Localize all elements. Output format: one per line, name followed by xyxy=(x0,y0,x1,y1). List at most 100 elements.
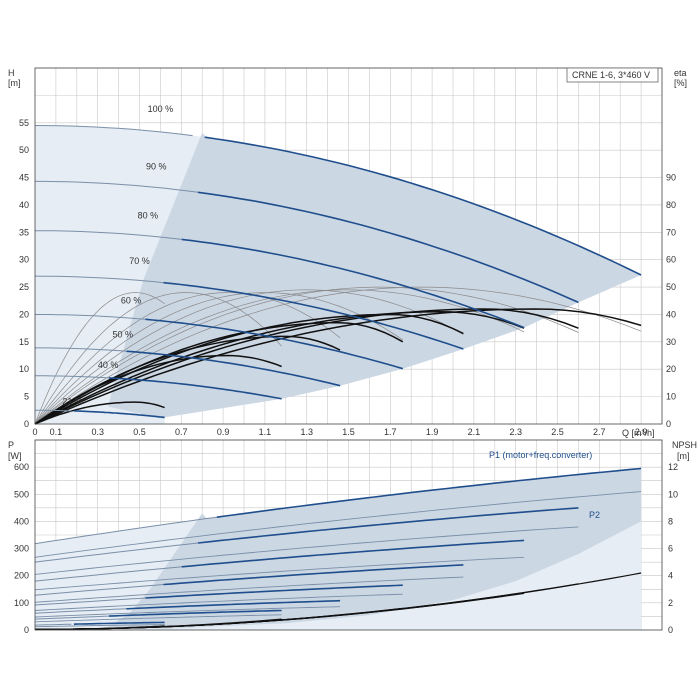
p1-curve xyxy=(145,584,403,599)
npsh-tick-label: 12 xyxy=(668,462,678,472)
p2-curve xyxy=(34,606,341,618)
p2-curve xyxy=(34,576,464,603)
p1-curve-light xyxy=(34,615,110,620)
system-efficiency-curve xyxy=(34,308,642,425)
npsh-tick-label: 4 xyxy=(668,571,673,581)
power-axis-label: P xyxy=(8,440,14,450)
head-curve-label: 60 % xyxy=(121,296,142,306)
p2-curve xyxy=(34,526,579,575)
head-curve xyxy=(197,191,579,304)
power-tick-label: 600 xyxy=(14,462,29,472)
head-curve-light xyxy=(35,375,110,379)
npsh-axis-label: NPSH xyxy=(672,440,697,450)
efficiency-curve xyxy=(34,292,165,425)
eta-tick-label: 10 xyxy=(666,392,676,402)
x-tick-label: 2.1 xyxy=(468,427,481,437)
p2-label: P2 xyxy=(589,510,600,520)
eta-tick-label: 60 xyxy=(666,255,676,265)
p1-curve-light xyxy=(34,566,182,582)
chart-title: CRNE 1-6, 3*460 V xyxy=(572,70,650,80)
head-tick-label: 10 xyxy=(19,364,29,374)
head-curve-light xyxy=(34,125,193,137)
x-tick-label: 1.3 xyxy=(300,427,313,437)
head-curve-light xyxy=(35,409,72,412)
head-tick-label: 5 xyxy=(24,392,29,402)
system-efficiency-curve xyxy=(34,354,282,425)
head-curve xyxy=(145,318,404,370)
npsh-curve xyxy=(35,625,165,630)
head-curve-label: 100 % xyxy=(148,104,174,114)
x-tick-label: 1.5 xyxy=(342,427,355,437)
eta-tick-label: 90 xyxy=(666,173,676,183)
head-curve xyxy=(204,136,642,276)
x-tick-label: 2.7 xyxy=(593,427,606,437)
head-curve xyxy=(108,377,282,400)
eta-axis-label: eta xyxy=(674,68,687,78)
eta-tick-label: 80 xyxy=(666,200,676,210)
operating-range-dark xyxy=(108,132,642,420)
npsh-tick-label: 8 xyxy=(668,516,673,526)
head-tick-label: 45 xyxy=(19,173,29,183)
x-tick-label: 0 xyxy=(32,427,37,437)
x-tick-label: 1.7 xyxy=(384,427,397,437)
head-curve-light xyxy=(34,275,164,284)
p1-curve-light xyxy=(34,516,217,545)
x-axis-label: Q [m³/h] xyxy=(622,428,655,438)
efficiency-curve xyxy=(34,286,579,425)
efficiency-curve xyxy=(34,292,282,425)
head-tick-label: 50 xyxy=(19,145,29,155)
power-tick-label: 100 xyxy=(14,598,29,608)
x-tick-label: 1.1 xyxy=(259,427,272,437)
p2-curve xyxy=(34,614,282,623)
p1-curve xyxy=(73,621,165,625)
head-curve-label: 50 % xyxy=(113,329,134,339)
head-curve xyxy=(73,410,165,419)
power-chart-panel: 0 100 200 300 400 500 600 0 2 4 6 8 10 12 xyxy=(14,439,678,635)
eta-tick-label: 70 xyxy=(666,227,676,237)
eta-tick-label: 20 xyxy=(666,364,676,374)
eta-tick-label: 50 xyxy=(666,282,676,292)
p2-curve xyxy=(34,491,642,558)
head-curve-label: 70 % xyxy=(129,256,150,266)
head-tick-label: 30 xyxy=(19,255,29,265)
p1-label: P1 (motor+freq.converter) xyxy=(489,450,592,460)
head-tick-label: 25 xyxy=(19,282,29,292)
p2-curve xyxy=(34,556,525,591)
npsh-tick-label: 10 xyxy=(668,489,678,499)
p1-curve xyxy=(216,467,642,518)
eta-axis-unit: [%] xyxy=(674,78,687,88)
efficiency-curve xyxy=(34,289,525,425)
head-tick-label: 40 xyxy=(19,200,29,210)
x-tick-label: 0.3 xyxy=(91,427,104,437)
head-axis-label: H xyxy=(8,68,15,78)
system-efficiency-curve xyxy=(34,310,525,425)
head-tick-label: 0 xyxy=(24,419,29,429)
power-frame xyxy=(34,439,663,631)
head-tick-label: 35 xyxy=(19,227,29,237)
power-axis-unit: [W] xyxy=(8,451,22,461)
npsh-tick-label: 6 xyxy=(668,544,673,554)
head-curve xyxy=(126,350,341,387)
power-tick-label: 500 xyxy=(14,489,29,499)
x-tick-label: 0.5 xyxy=(133,427,146,437)
p1-curve-light xyxy=(34,584,164,596)
head-curve-label: 80 % xyxy=(138,211,159,221)
power-tick-label: 400 xyxy=(14,516,29,526)
head-curve-label: 21 % xyxy=(62,396,83,406)
head-curve-light xyxy=(35,314,146,320)
p1-curve xyxy=(197,507,579,544)
eta-tick-label: 40 xyxy=(666,309,676,319)
power-tick-label: 200 xyxy=(14,571,29,581)
x-tick-label: 2.5 xyxy=(551,427,564,437)
head-curve-label: 90 % xyxy=(146,161,167,171)
power-tick-label: 0 xyxy=(24,625,29,635)
p1-curve-light xyxy=(34,623,72,626)
title-box xyxy=(566,67,659,83)
system-efficiency-curve xyxy=(34,308,579,425)
p1-curve xyxy=(163,564,464,586)
eta-tick-label: 30 xyxy=(666,337,676,347)
npsh-axis-unit: [m] xyxy=(677,451,690,461)
head-curve-light xyxy=(35,230,182,240)
